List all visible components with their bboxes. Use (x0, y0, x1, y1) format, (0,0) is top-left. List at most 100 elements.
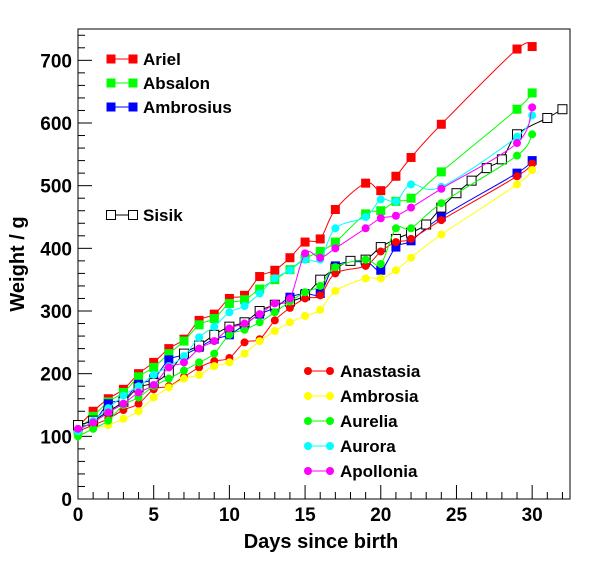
data-point-aurora (119, 391, 128, 400)
data-point-anastasia (331, 269, 340, 278)
data-point-aurelia (361, 255, 370, 264)
data-point-apollonia (240, 319, 249, 328)
y-axis-title: Weight / g (7, 216, 29, 311)
data-point-ariel (361, 178, 371, 188)
data-point-aurelia (316, 281, 325, 290)
data-point-ariel (270, 265, 280, 275)
data-point-aurelia (255, 318, 264, 327)
data-point-ariel (149, 357, 159, 367)
data-point-ambrosia (316, 305, 325, 314)
data-point-aurelia (179, 366, 188, 375)
data-point-aurora (149, 370, 158, 379)
y-tick-label: 700 (40, 51, 72, 72)
data-point-anastasia (361, 261, 370, 270)
data-point-apollonia (376, 214, 385, 223)
legend-marker-absalon (128, 78, 138, 88)
data-point-absalon (527, 88, 537, 98)
data-point-aurelia (407, 224, 416, 233)
data-point-ariel (527, 42, 537, 52)
data-point-ambrosia (270, 327, 279, 336)
data-point-ariel (376, 186, 386, 196)
data-point-sisik (557, 104, 568, 115)
data-point-absalon (179, 336, 189, 346)
data-point-anastasia (301, 294, 310, 303)
data-point-anastasia (391, 238, 400, 247)
data-point-anastasia (513, 172, 522, 181)
data-point-aurelia (331, 263, 340, 272)
data-point-apollonia (89, 418, 98, 427)
data-point-apollonia (134, 388, 143, 397)
data-point-aurora (255, 289, 264, 298)
data-point-ambrosia (513, 180, 522, 189)
data-point-apollonia (270, 299, 279, 308)
data-point-ambrosia (285, 318, 294, 327)
data-point-ambrosia (301, 312, 310, 321)
data-point-ariel (285, 253, 295, 263)
data-point-aurelia (89, 424, 98, 433)
legend-label-ambrosius: Ambrosius (143, 98, 232, 117)
y-tick-label: 500 (40, 177, 72, 198)
legend-sisik: Sisik (106, 206, 183, 225)
legend-label-sisik: Sisik (143, 206, 183, 225)
legend-entry-absalon: Absalon (106, 74, 210, 93)
legend-label-apollonia: Apollonia (340, 462, 418, 481)
legend-label-ariel: Ariel (143, 50, 181, 69)
data-point-aurelia (210, 349, 219, 358)
data-point-anastasia (376, 247, 385, 256)
data-point-ariel (330, 204, 340, 214)
y-tick-label: 600 (40, 114, 72, 135)
legend-marker-apollonia (304, 467, 312, 475)
data-point-apollonia (513, 139, 522, 148)
data-point-absalon (194, 320, 204, 330)
data-point-absalon (149, 362, 159, 372)
legend-entry-apollonia: Apollonia (304, 462, 418, 481)
data-point-apollonia (391, 211, 400, 220)
legend-top: Ariel Absalon Ambrosius (106, 50, 232, 117)
legend-label-aurelia: Aurelia (340, 412, 398, 431)
data-point-ariel (255, 272, 265, 282)
data-point-apollonia (210, 337, 219, 346)
x-axis-title: Days since birth (244, 531, 399, 553)
data-point-ambrosius (376, 265, 386, 275)
plot-frame (77, 28, 571, 500)
data-point-aurora (528, 111, 537, 120)
data-point-ambrosius (391, 242, 401, 252)
data-point-ambrosia (134, 407, 143, 416)
data-point-aurelia (195, 358, 204, 367)
data-point-sisik (496, 154, 507, 165)
data-point-absalon (436, 167, 446, 177)
data-point-ambrosius (164, 355, 174, 365)
legend-marker-ambrosius (128, 102, 138, 112)
data-point-aurora (179, 352, 188, 361)
data-point-sisik (542, 112, 553, 123)
series-line-aurelia (77, 134, 533, 437)
data-point-aurora (407, 180, 416, 189)
data-point-ariel (300, 237, 310, 247)
data-point-ambrosia (149, 393, 158, 402)
data-point-apollonia (225, 324, 234, 333)
data-point-anastasia (437, 216, 446, 225)
data-point-anastasia (407, 234, 416, 243)
x-tick-label: 15 (295, 505, 317, 526)
data-point-absalon (376, 206, 386, 216)
series-apollonia (74, 103, 537, 433)
data-point-aurelia (225, 330, 234, 339)
data-point-ambrosia (225, 358, 234, 367)
data-point-apollonia (164, 363, 173, 372)
data-point-aurora (513, 132, 522, 141)
data-point-ariel (512, 44, 522, 54)
y-tick-label: 300 (40, 302, 72, 323)
legend-label-aurora: Aurora (340, 437, 396, 456)
legend-entry-aurora: Aurora (304, 437, 396, 456)
data-point-aurelia (513, 151, 522, 160)
data-point-ambrosia (437, 230, 446, 239)
data-point-aurelia (240, 325, 249, 334)
data-point-apollonia (285, 294, 294, 303)
data-point-absalon (406, 193, 416, 203)
legend-marker-ariel (106, 54, 116, 64)
legend-marker-anastasia (304, 367, 312, 375)
legend-marker-absalon (106, 78, 116, 88)
legend-marker-ariel (128, 54, 138, 64)
data-point-apollonia (361, 224, 370, 233)
data-point-apollonia (407, 203, 416, 212)
